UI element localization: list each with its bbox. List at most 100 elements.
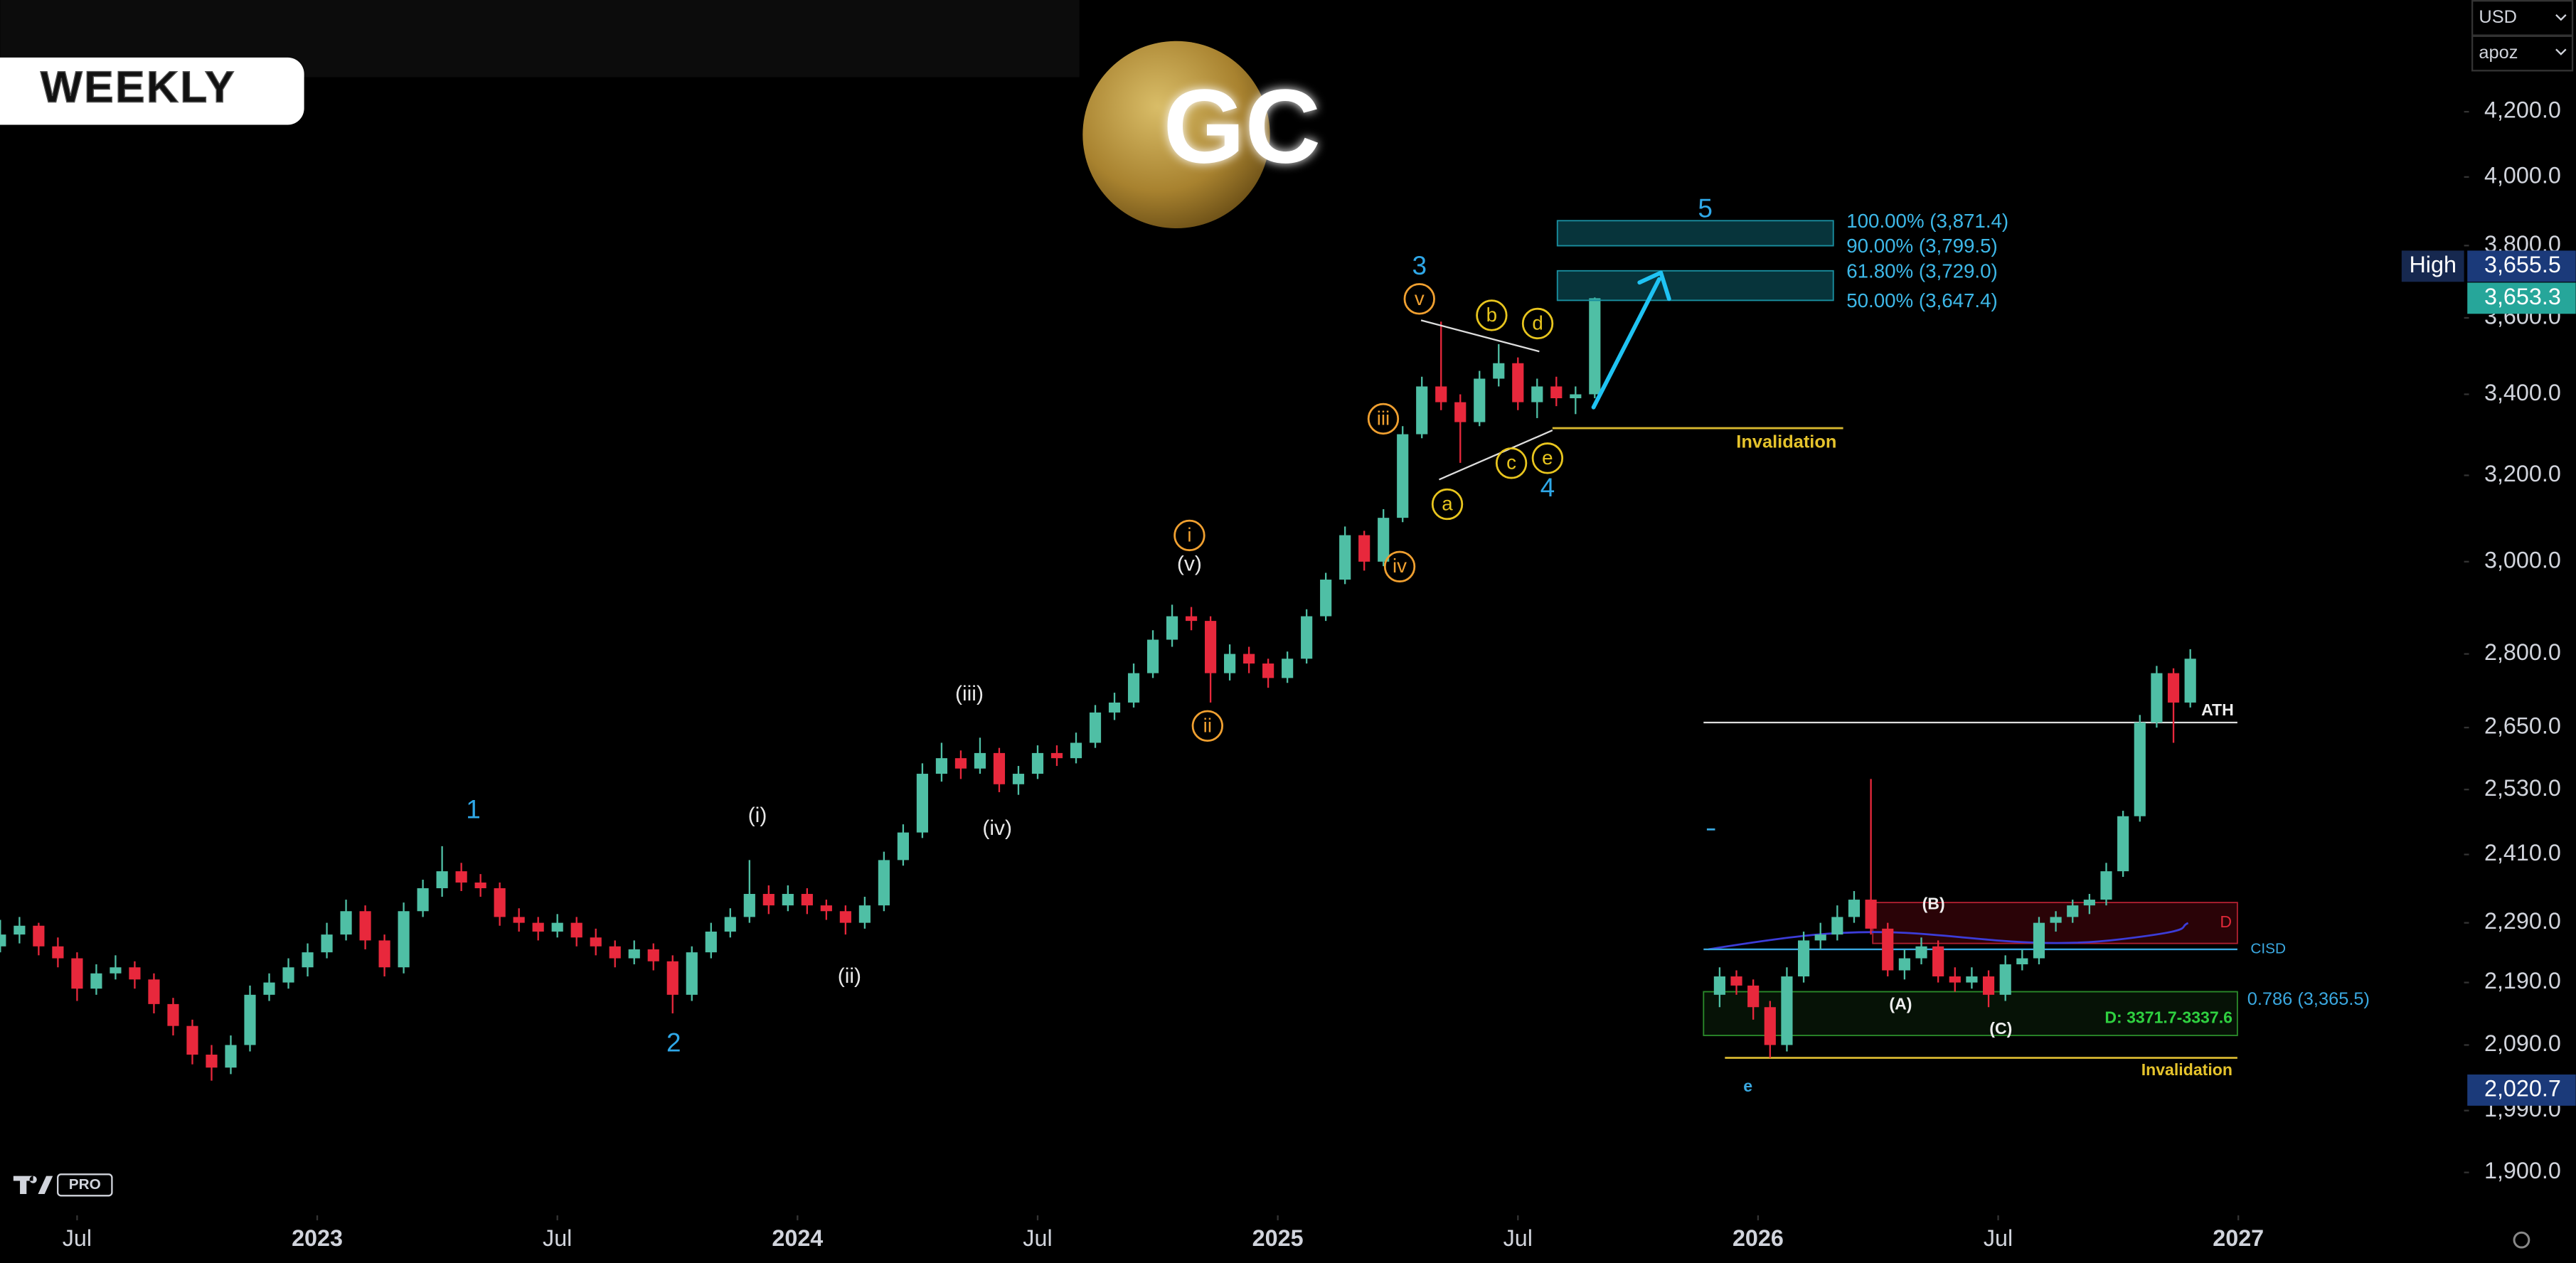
candle-body bbox=[378, 940, 390, 968]
timeframe: WEEKLY bbox=[41, 63, 236, 112]
currency: USD bbox=[2479, 7, 2517, 27]
price-tag-label: 2,020.7 bbox=[2484, 1075, 2561, 1101]
candle-body bbox=[1570, 394, 1582, 398]
wave-label: a bbox=[1442, 492, 1453, 514]
wave-circle bbox=[1403, 283, 1435, 315]
wave-label: 1 bbox=[466, 795, 481, 824]
account: apoz bbox=[2479, 43, 2518, 63]
wave-circle bbox=[1431, 488, 1464, 521]
candle-body bbox=[110, 967, 122, 974]
candle-body bbox=[244, 994, 256, 1045]
candle-body bbox=[206, 1055, 218, 1068]
y-tick-label: 3,400.0 bbox=[2484, 380, 2561, 405]
tag-name-box bbox=[2401, 250, 2464, 282]
candle-body bbox=[1378, 518, 1390, 562]
candle-body bbox=[1070, 742, 1082, 759]
candle-body bbox=[1831, 917, 1843, 935]
price-tag bbox=[2467, 250, 2576, 282]
candle-body bbox=[263, 982, 275, 995]
candle-body bbox=[1531, 386, 1543, 403]
wave-circle bbox=[1521, 307, 1554, 340]
candle-body bbox=[1949, 976, 1961, 983]
candle-body bbox=[993, 752, 1006, 784]
wave-label: iii bbox=[1377, 407, 1390, 429]
candle-body bbox=[1146, 639, 1159, 673]
candle-body bbox=[1915, 946, 1927, 959]
candle-body bbox=[1397, 434, 1409, 518]
symbol: GC bbox=[1163, 68, 1321, 185]
price-tag-label: 3,653.3 bbox=[2484, 284, 2561, 309]
candle-body bbox=[1243, 654, 1255, 664]
candle-body bbox=[1493, 363, 1505, 379]
y-tick-label: 2,290.0 bbox=[2484, 908, 2561, 934]
candle-body bbox=[1730, 976, 1742, 986]
candle-body bbox=[1589, 298, 1601, 395]
candle-body bbox=[1797, 940, 1810, 977]
candle-body bbox=[551, 922, 563, 932]
candle-body bbox=[1454, 402, 1467, 422]
x-tick-label: Jul bbox=[1984, 1225, 2013, 1251]
wave-label: iv bbox=[1393, 555, 1407, 577]
currency-select[interactable] bbox=[2471, 0, 2574, 36]
candle-body bbox=[801, 894, 813, 906]
moving-average bbox=[1708, 922, 2189, 951]
candle-body bbox=[1882, 928, 1894, 971]
candle-body bbox=[1932, 946, 1944, 977]
candle-body bbox=[1999, 964, 2011, 995]
candle-body bbox=[513, 917, 525, 923]
candle-body bbox=[1747, 985, 1760, 1008]
inset-wave-label: (C) bbox=[1989, 1019, 2012, 1038]
candle-body bbox=[1166, 616, 1178, 640]
wave-label: (iv) bbox=[982, 816, 1012, 840]
fib-label: 100.00% (3,871.4) bbox=[1846, 210, 2008, 232]
candle-body bbox=[1764, 1007, 1776, 1045]
wave-label: ii bbox=[1203, 714, 1212, 736]
candle-body bbox=[2016, 958, 2028, 964]
price-tag bbox=[2467, 282, 2576, 314]
candle-body bbox=[743, 894, 755, 917]
wave-label: (v) bbox=[1177, 552, 1202, 575]
candle-body bbox=[782, 894, 794, 906]
y-tick-label: 2,530.0 bbox=[2484, 775, 2561, 801]
candle-body bbox=[1108, 702, 1121, 713]
account-select[interactable] bbox=[2471, 35, 2574, 72]
wave-circle bbox=[1367, 403, 1400, 435]
badge-box bbox=[57, 1173, 113, 1197]
y-tick-label: 4,200.0 bbox=[2484, 97, 2561, 123]
candle-body bbox=[1512, 363, 1524, 403]
wave-label: (i) bbox=[748, 804, 767, 827]
candle-body bbox=[186, 1025, 198, 1055]
candle-body bbox=[321, 934, 333, 953]
plot-area: 4,200.04,000.03,800.03,600.03,400.03,200… bbox=[0, 97, 2576, 1251]
candle-body bbox=[1898, 958, 1910, 971]
price-tag bbox=[2467, 1074, 2576, 1106]
x-tick-label: Jul bbox=[63, 1225, 92, 1251]
candle-body bbox=[686, 952, 698, 995]
candle-body bbox=[762, 894, 775, 906]
wave-label: b bbox=[1486, 304, 1497, 326]
candle-body bbox=[1966, 976, 1978, 983]
fib-zone bbox=[1556, 220, 1834, 247]
y-tick-label: 4,000.0 bbox=[2484, 162, 2561, 188]
candle-body bbox=[71, 958, 83, 989]
candle-body bbox=[858, 905, 871, 923]
candle-body bbox=[167, 1003, 179, 1026]
inset-invalidation-label: Invalidation bbox=[2141, 1060, 2232, 1079]
y-tick-label: 2,800.0 bbox=[2484, 639, 2561, 665]
candle-body bbox=[1713, 976, 1725, 995]
x-tick-label: 2027 bbox=[2213, 1225, 2264, 1251]
wave-label: (ii) bbox=[838, 964, 861, 988]
candle-body bbox=[2100, 871, 2112, 900]
fib-label: 50.00% (3,647.4) bbox=[1846, 289, 1998, 311]
x-tick-label: 2025 bbox=[1252, 1225, 1304, 1251]
candle-body bbox=[1814, 934, 1826, 941]
candle-body bbox=[2067, 905, 2079, 917]
candle-body bbox=[436, 871, 448, 888]
y-tick-label: 2,650.0 bbox=[2484, 713, 2561, 739]
candle-body bbox=[0, 934, 6, 947]
fib-label: 61.80% (3,729.0) bbox=[1846, 260, 1998, 282]
settings-icon[interactable] bbox=[2513, 1231, 2530, 1249]
y-tick-label: 2,090.0 bbox=[2484, 1030, 2561, 1056]
wave-circle bbox=[1383, 550, 1416, 582]
